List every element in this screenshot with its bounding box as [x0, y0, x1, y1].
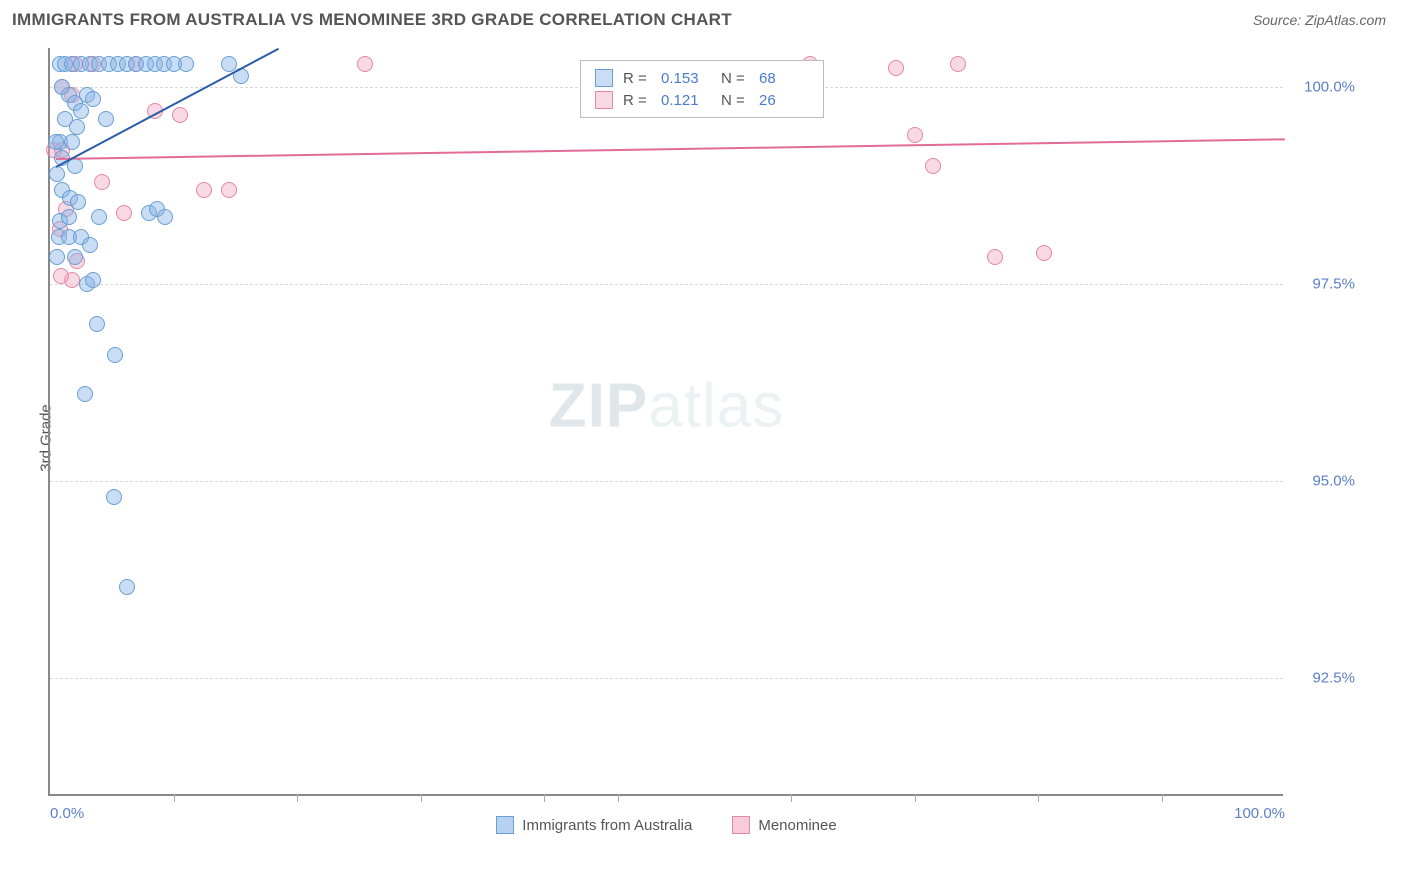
data-point: [107, 347, 123, 363]
x-tick-mark: [618, 794, 619, 802]
data-point: [89, 316, 105, 332]
data-point: [64, 134, 80, 150]
grid-line-horizontal: [50, 678, 1283, 679]
header: IMMIGRANTS FROM AUSTRALIA VS MENOMINEE 3…: [0, 0, 1406, 36]
x-tick-mark: [297, 794, 298, 802]
y-tick-label: 92.5%: [1295, 669, 1355, 686]
data-point: [70, 194, 86, 210]
data-point: [196, 182, 212, 198]
legend-label: Menominee: [758, 817, 836, 834]
data-point: [357, 56, 373, 72]
data-point: [85, 272, 101, 288]
legend-n-label: N =: [721, 70, 749, 87]
data-point: [53, 268, 69, 284]
y-tick-label: 95.0%: [1295, 473, 1355, 490]
legend-r-label: R =: [623, 70, 651, 87]
data-point: [98, 111, 114, 127]
x-tick-mark: [1162, 794, 1163, 802]
chart-title: IMMIGRANTS FROM AUSTRALIA VS MENOMINEE 3…: [12, 10, 732, 30]
legend-stats-box: R = 0.153 N = 68 R = 0.121 N = 26: [580, 60, 824, 118]
data-point: [157, 209, 173, 225]
data-point: [49, 249, 65, 265]
data-point: [48, 134, 64, 150]
x-tick-mark: [915, 794, 916, 802]
x-tick-mark: [544, 794, 545, 802]
trend-line: [56, 139, 1285, 161]
data-point: [925, 158, 941, 174]
bottom-legend: Immigrants from Australia Menominee: [50, 816, 1283, 834]
data-point: [94, 174, 110, 190]
data-point: [178, 56, 194, 72]
data-point: [106, 489, 122, 505]
data-point: [950, 56, 966, 72]
chart-container: 3rd Grade ZIPatlas 100.0%97.5%95.0%92.5%…: [48, 48, 1388, 828]
y-tick-label: 100.0%: [1295, 79, 1355, 96]
y-tick-label: 97.5%: [1295, 276, 1355, 293]
data-point: [82, 237, 98, 253]
legend-swatch: [595, 69, 613, 87]
data-point: [91, 209, 107, 225]
data-point: [221, 182, 237, 198]
data-point: [116, 205, 132, 221]
data-point: [85, 91, 101, 107]
data-point: [61, 209, 77, 225]
data-point: [888, 60, 904, 76]
legend-stats-row: R = 0.121 N = 26: [595, 89, 809, 111]
grid-line-horizontal: [50, 481, 1283, 482]
data-point: [119, 579, 135, 595]
watermark: ZIPatlas: [549, 371, 784, 442]
legend-swatch: [496, 816, 514, 834]
legend-n-value: 68: [759, 70, 809, 87]
bottom-legend-item: Menominee: [732, 816, 836, 834]
data-point: [77, 386, 93, 402]
legend-swatch: [595, 91, 613, 109]
legend-n-value: 26: [759, 92, 809, 109]
grid-line-horizontal: [50, 284, 1283, 285]
legend-r-value: 0.121: [661, 92, 711, 109]
x-tick-mark: [174, 794, 175, 802]
bottom-legend-item: Immigrants from Australia: [496, 816, 692, 834]
x-tick-mark: [421, 794, 422, 802]
legend-label: Immigrants from Australia: [522, 817, 692, 834]
legend-n-label: N =: [721, 92, 749, 109]
data-point: [69, 119, 85, 135]
data-point: [987, 249, 1003, 265]
legend-stats-row: R = 0.153 N = 68: [595, 67, 809, 89]
data-point: [73, 103, 89, 119]
plot-area: ZIPatlas 100.0%97.5%95.0%92.5%0.0%100.0%…: [48, 48, 1283, 796]
data-point: [907, 127, 923, 143]
x-tick-mark: [1038, 794, 1039, 802]
legend-r-label: R =: [623, 92, 651, 109]
legend-r-value: 0.153: [661, 70, 711, 87]
source-attribution: Source: ZipAtlas.com: [1253, 12, 1386, 28]
legend-swatch: [732, 816, 750, 834]
x-tick-mark: [791, 794, 792, 802]
data-point: [172, 107, 188, 123]
data-point: [1036, 245, 1052, 261]
data-point: [49, 166, 65, 182]
data-point: [67, 249, 83, 265]
